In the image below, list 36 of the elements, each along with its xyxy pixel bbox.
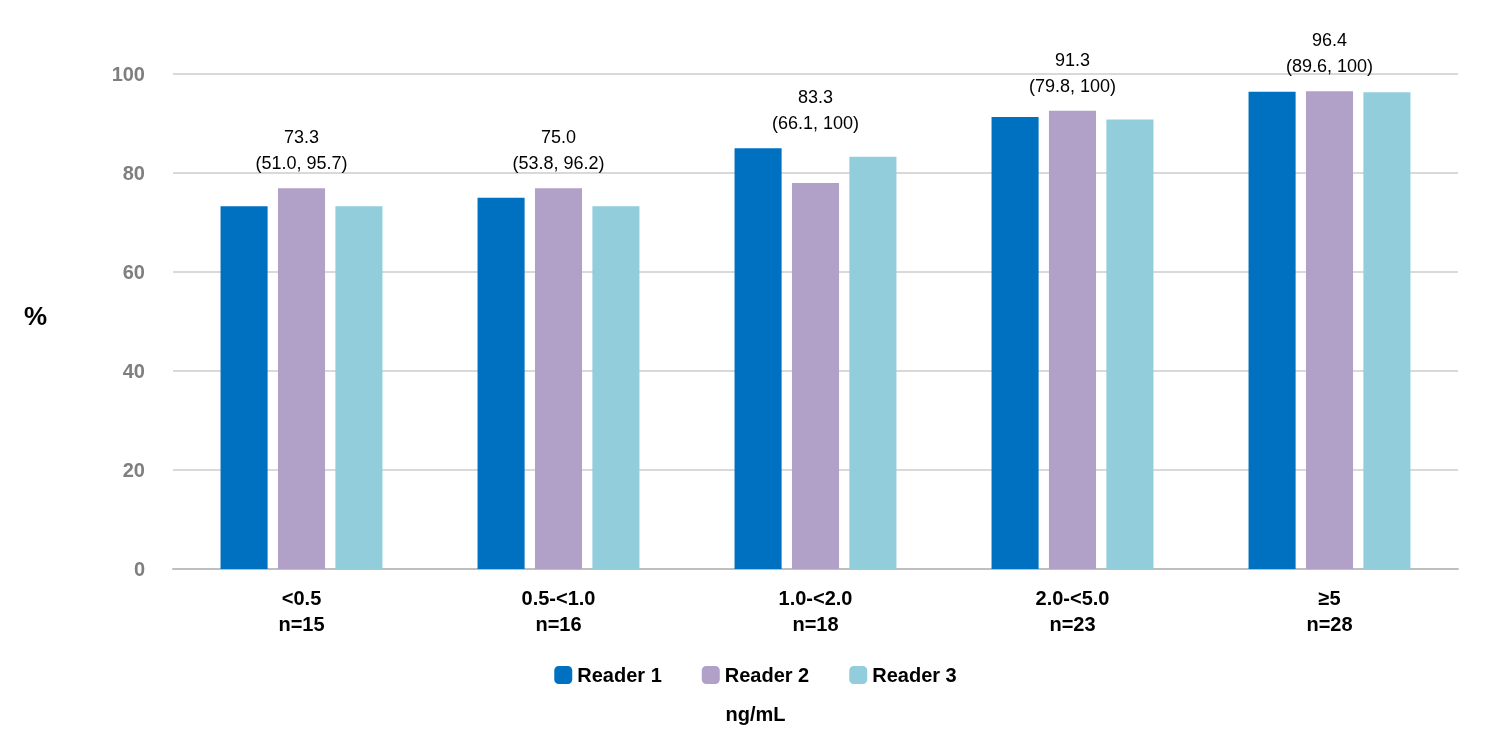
annotation: 75.0 (53.8, 96.2): [512, 127, 605, 174]
y-tick-label: 100: [111, 63, 145, 85]
bar: [220, 206, 268, 569]
bar: [1248, 91, 1296, 569]
y-tick-label: 80: [122, 162, 145, 184]
legend-label: Reader 2: [724, 664, 810, 686]
bar: [1106, 119, 1154, 569]
y-tick-label: 40: [122, 360, 145, 382]
x-tick-label: ≥5 n=28: [1306, 587, 1353, 635]
x-tick-label: <0.5 n=15: [278, 587, 325, 635]
bar: [335, 206, 383, 569]
bar: [1363, 92, 1411, 569]
y-axis-title: %: [24, 301, 48, 331]
annotation: 83.3 (66.1, 100): [771, 87, 860, 134]
x-tick-label: 2.0-<5.0 n=23: [1035, 587, 1110, 635]
x-tick-label: 0.5-<1.0 n=16: [521, 587, 596, 635]
bar: [534, 188, 583, 569]
annotation: 96.4 (89.6, 100): [1285, 30, 1374, 77]
x-tick-label: 1.0-<2.0 n=18: [778, 587, 853, 635]
annotation: 73.3 (51.0, 95.7): [255, 127, 348, 174]
bar: [592, 206, 640, 569]
bar: [849, 156, 897, 569]
y-tick-label: 20: [122, 459, 145, 481]
bar: [991, 117, 1039, 569]
bar: [477, 197, 525, 569]
legend-label: Reader 1: [577, 664, 662, 686]
legend-label: Reader 3: [872, 664, 957, 686]
bar: [1305, 91, 1354, 569]
bar: [1048, 110, 1097, 569]
y-tick-label: 0: [133, 558, 145, 580]
bar: [734, 148, 782, 569]
bar: [277, 188, 326, 569]
annotation: 91.3 (79.8, 100): [1028, 49, 1117, 96]
x-axis-title: ng/mL: [725, 703, 786, 725]
bar: [791, 182, 840, 569]
y-tick-label: 60: [122, 261, 145, 283]
